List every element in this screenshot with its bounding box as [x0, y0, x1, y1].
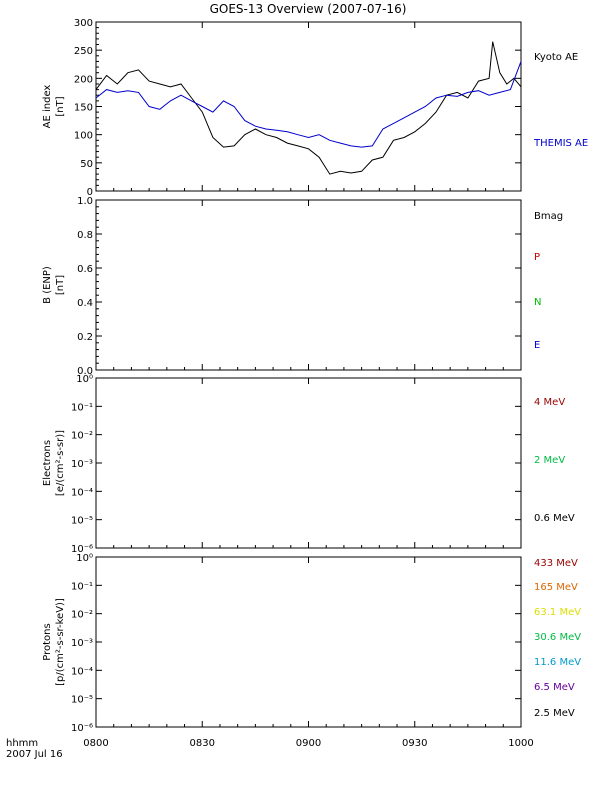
panel-frame [95, 21, 522, 192]
x-tick-label: 0800 [83, 738, 108, 749]
series-line-themis-ae [95, 61, 522, 148]
legend-entry: 30.6 MeV [534, 632, 581, 643]
y-tick-label: 10⁻³ [71, 638, 93, 649]
y-tick-label: 300 [74, 18, 93, 29]
legend-entry: 0.6 MeV [534, 513, 575, 524]
panel-1: 0.0 0.2 0.4 0.6 0.8 1.0 B (ENP) [nT] Bmag P N E [42, 196, 563, 377]
y-tick-label: 10⁻¹ [71, 402, 93, 413]
y-tick-label: 10⁰ [76, 374, 93, 385]
y-tick-label: 1.0 [77, 196, 93, 207]
y-tick-label: 100 [74, 131, 93, 142]
y-tick-label: 250 [74, 46, 93, 57]
legend-entry: 2.5 MeV [534, 708, 575, 719]
legend-entry: 63.1 MeV [534, 607, 581, 618]
panel-frame [95, 377, 522, 549]
legend-entry: 165 MeV [534, 582, 578, 593]
y-axis-unit: [nT] [55, 96, 66, 116]
legend-entry: N [534, 297, 541, 308]
legend-entry: 433 MeV [534, 558, 578, 569]
series-line-kyoto-ae [95, 41, 522, 175]
x-tick-label: 0900 [296, 738, 321, 749]
y-tick-label: 10⁻⁴ [71, 487, 93, 498]
legend-entry: THEMIS AE [533, 138, 588, 149]
y-axis-unit: [nT] [55, 275, 66, 295]
y-tick-label: 0.6 [77, 264, 93, 275]
legend-entry: Bmag [534, 211, 563, 222]
y-tick-label: 10⁰ [76, 553, 93, 564]
y-axis-label: Electrons [42, 440, 53, 486]
y-tick-label: 10⁻³ [71, 459, 93, 470]
y-tick-label: 10⁻⁴ [71, 666, 93, 677]
y-tick-label: 0.2 [77, 332, 93, 343]
y-tick-label: 10⁻⁶ [71, 723, 93, 734]
y-tick-label: 150 [74, 103, 93, 114]
legend-entry: 11.6 MeV [534, 657, 581, 668]
y-axis-label: Protons [42, 623, 53, 660]
y-tick-label: 10⁻² [71, 610, 93, 621]
y-tick-label: 0.8 [77, 230, 93, 241]
legend-entry: Kyoto AE [534, 52, 578, 63]
y-axis-unit: [e/(cm²-s-sr)] [55, 430, 66, 496]
panel-frame [95, 199, 522, 371]
y-tick-label: 200 [74, 74, 93, 85]
panel-2: 10⁰ 10⁻¹ 10⁻² 10⁻³ 10⁻⁴ 10⁻⁵ 10⁻⁶ Electrons [e/(… [42, 374, 575, 555]
legend-entry: P [534, 252, 540, 263]
legend-entry: 4 MeV [534, 397, 565, 408]
y-axis-label: AE index [42, 85, 53, 129]
x-tick-label: 0830 [190, 738, 215, 749]
panel-3: 10⁰ 10⁻¹ 10⁻² 10⁻³ 10⁻⁴ 10⁻⁵ 10⁻⁶ 0800 0830 0900 0… [42, 553, 581, 749]
y-tick-label: 10⁻⁶ [71, 544, 93, 555]
x-tick-label: 0930 [402, 738, 427, 749]
y-tick-label: 0.0 [77, 366, 93, 377]
y-axis-unit: [p/(cm²-s-sr-keV)] [55, 598, 66, 686]
legend-entry: 2 MeV [534, 455, 565, 466]
y-tick-label: 10⁻⁵ [71, 695, 93, 706]
x-tick-label: 1000 [508, 738, 533, 749]
y-tick-label: 50 [80, 159, 93, 170]
x-axis-label-hhmm: hhmm [6, 738, 38, 749]
legend-entry: 6.5 MeV [534, 682, 575, 693]
panel-0: 0 50 100 150 200 250 300 AE index [nT] Kyoto AE TH… [42, 18, 588, 198]
y-tick-label: 0 [87, 187, 93, 198]
x-axis-label-date: 2007 Jul 16 [6, 749, 63, 760]
y-tick-label: 10⁻¹ [71, 581, 93, 592]
chart-title: GOES-13 Overview (2007-07-16) [210, 2, 407, 16]
y-tick-label: 0.4 [77, 298, 93, 309]
y-axis-label: B (ENP) [42, 266, 53, 304]
legend-entry: E [534, 340, 540, 351]
y-tick-label: 10⁻² [71, 431, 93, 442]
panel-frame [95, 556, 522, 728]
y-tick-label: 10⁻⁵ [71, 516, 93, 527]
